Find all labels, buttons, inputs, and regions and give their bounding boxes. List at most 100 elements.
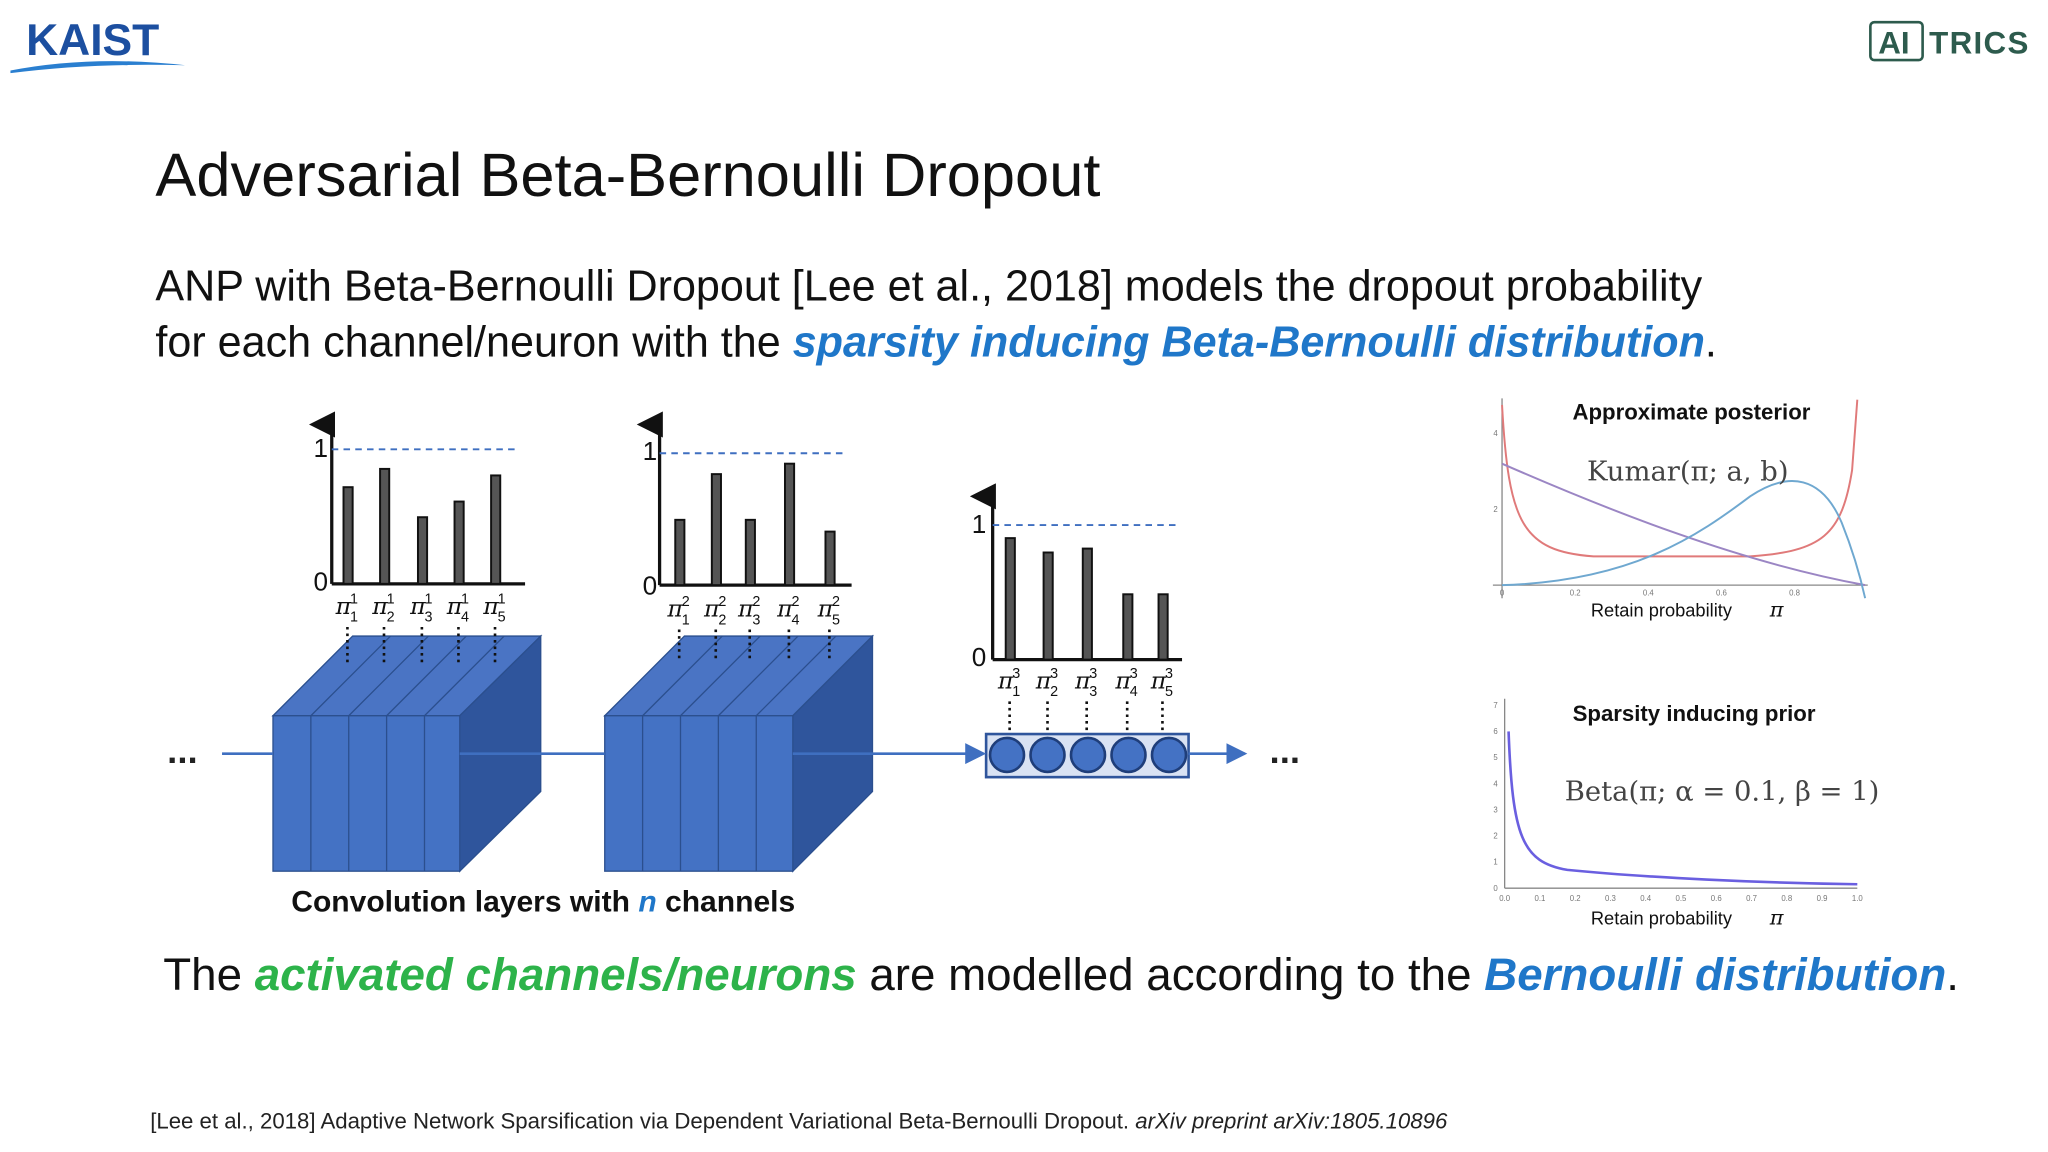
pi-subscript: 1 [350, 610, 358, 626]
text: . [1946, 949, 1959, 1000]
pi-subscript: 4 [461, 610, 469, 626]
conv-block [271, 634, 543, 873]
summary: The activated channels/neurons are model… [163, 949, 1959, 1000]
distribution-plots: Approximate posterior Kumar(π; a, b) Retai… [1492, 398, 1879, 930]
pi-subscript: 2 [387, 610, 395, 626]
text: arXiv preprint arXiv:1805.10896 [1135, 1108, 1448, 1133]
x-tick-label: 0.4 [1643, 589, 1655, 598]
pi-superscript: 1 [461, 591, 469, 607]
aitrics-ai: AI [1878, 26, 1909, 61]
x-axis-symbol: π [1769, 597, 1785, 621]
axis-label: 1 [643, 436, 658, 466]
bar [824, 530, 836, 587]
aitrics-box [1869, 20, 1924, 62]
intro-line2: for each channel/neuron with the sparsit… [155, 319, 1716, 367]
curve [1502, 480, 1867, 599]
pi-symbol: π [1035, 666, 1052, 694]
pi-superscript: 1 [387, 591, 395, 607]
pi-superscript: 3 [1050, 666, 1058, 682]
pi-symbol: π [703, 594, 720, 622]
highlight: n [638, 886, 656, 919]
x-tick-label: 0.1 [1534, 894, 1545, 903]
bar [416, 516, 429, 585]
bar [1081, 547, 1093, 661]
bar [379, 467, 391, 585]
bar [1122, 593, 1134, 661]
text: Convolution layers with [291, 886, 638, 919]
x-tick-label: 0.9 [1817, 894, 1828, 903]
y-tick-label: 0 [1493, 884, 1498, 893]
y-tick-label: 2 [1493, 505, 1497, 514]
plot-title: Approximate posterior [1572, 399, 1810, 424]
text: for each channel/neuron with the [155, 319, 792, 367]
x-axis-label: Retain probability [1591, 599, 1733, 620]
intro-line1: ANP with Beta-Bernoulli Dropout [Lee et … [155, 262, 1702, 310]
y-tick-label: 4 [1493, 779, 1498, 788]
pi-subscript: 5 [498, 610, 506, 626]
pi-symbol: π [482, 592, 499, 620]
pi-subscript: 3 [1089, 684, 1097, 700]
pi-superscript: 1 [350, 591, 358, 607]
bar [710, 473, 722, 587]
y-tick-label: 5 [1493, 753, 1498, 762]
curve [1501, 399, 1859, 558]
x-axis-symbol: π [1769, 906, 1785, 930]
neuron-layer [984, 732, 1190, 779]
x-tick-label: 0.8 [1781, 894, 1793, 903]
pi-subscript: 2 [1050, 684, 1058, 700]
text: are modelled according to the [857, 949, 1485, 1000]
pi-symbol: π [371, 592, 388, 620]
bar [453, 500, 465, 585]
pi-superscript: 2 [718, 594, 726, 610]
pi-symbol: π [737, 594, 754, 622]
plot-title: Sparsity inducing prior [1573, 701, 1816, 726]
aitrics-rest: TRICS [1929, 26, 2030, 61]
highlight: sparsity inducing Beta-Bernoulli distrib… [793, 319, 1705, 367]
pi-superscript: 2 [792, 594, 800, 610]
x-tick-label: 0.4 [1640, 894, 1652, 903]
pi-superscript: 2 [682, 594, 690, 610]
text: The [163, 949, 254, 1000]
ellipsis: ... [167, 730, 197, 771]
text: channels [657, 886, 796, 919]
y-tick-label: 7 [1493, 701, 1497, 710]
x-tick-label: 0.8 [1789, 589, 1801, 598]
bar [744, 518, 756, 587]
y-tick-label: 2 [1493, 832, 1497, 841]
pi-subscript: 5 [1165, 684, 1173, 700]
bar [1157, 593, 1169, 661]
bar [784, 462, 796, 587]
curve [1501, 462, 1866, 587]
x-tick-label: 0.2 [1570, 589, 1581, 598]
pi-symbol: π [666, 594, 683, 622]
x-tick-label: 1.0 [1852, 894, 1864, 903]
text: [Lee et al., 2018] Adaptive Network Spar… [150, 1108, 1135, 1133]
pi-superscript: 2 [832, 594, 840, 610]
kaist-swoosh [10, 61, 186, 74]
x-tick-label: 0.3 [1605, 894, 1617, 903]
diagram-caption: Convolution layers with n channels [291, 886, 795, 919]
y-tick-label: 4 [1493, 429, 1498, 438]
axis-label: 1 [972, 509, 987, 539]
x-tick-label: 0 [1500, 589, 1505, 598]
pi-symbol: π [1114, 666, 1131, 694]
formula: Kumar(π; a, b) [1587, 457, 1789, 488]
pi-symbol: π [409, 592, 426, 620]
pi-symbol: π [446, 592, 463, 620]
x-tick-label: 0.6 [1711, 894, 1723, 903]
pi-superscript: 1 [498, 591, 506, 607]
kaist-logo: KAIST [26, 16, 159, 65]
axis-label: 1 [313, 433, 328, 463]
pi-superscript: 3 [1165, 666, 1173, 682]
y-tick-label: 3 [1493, 805, 1498, 814]
bar [1042, 551, 1054, 661]
bar [490, 474, 502, 585]
pi-symbol: π [335, 592, 352, 620]
y-tick-label: 6 [1493, 727, 1498, 736]
pi-subscript: 1 [682, 612, 690, 628]
pi-superscript: 3 [1012, 666, 1020, 682]
pi-superscript: 3 [1089, 666, 1097, 682]
